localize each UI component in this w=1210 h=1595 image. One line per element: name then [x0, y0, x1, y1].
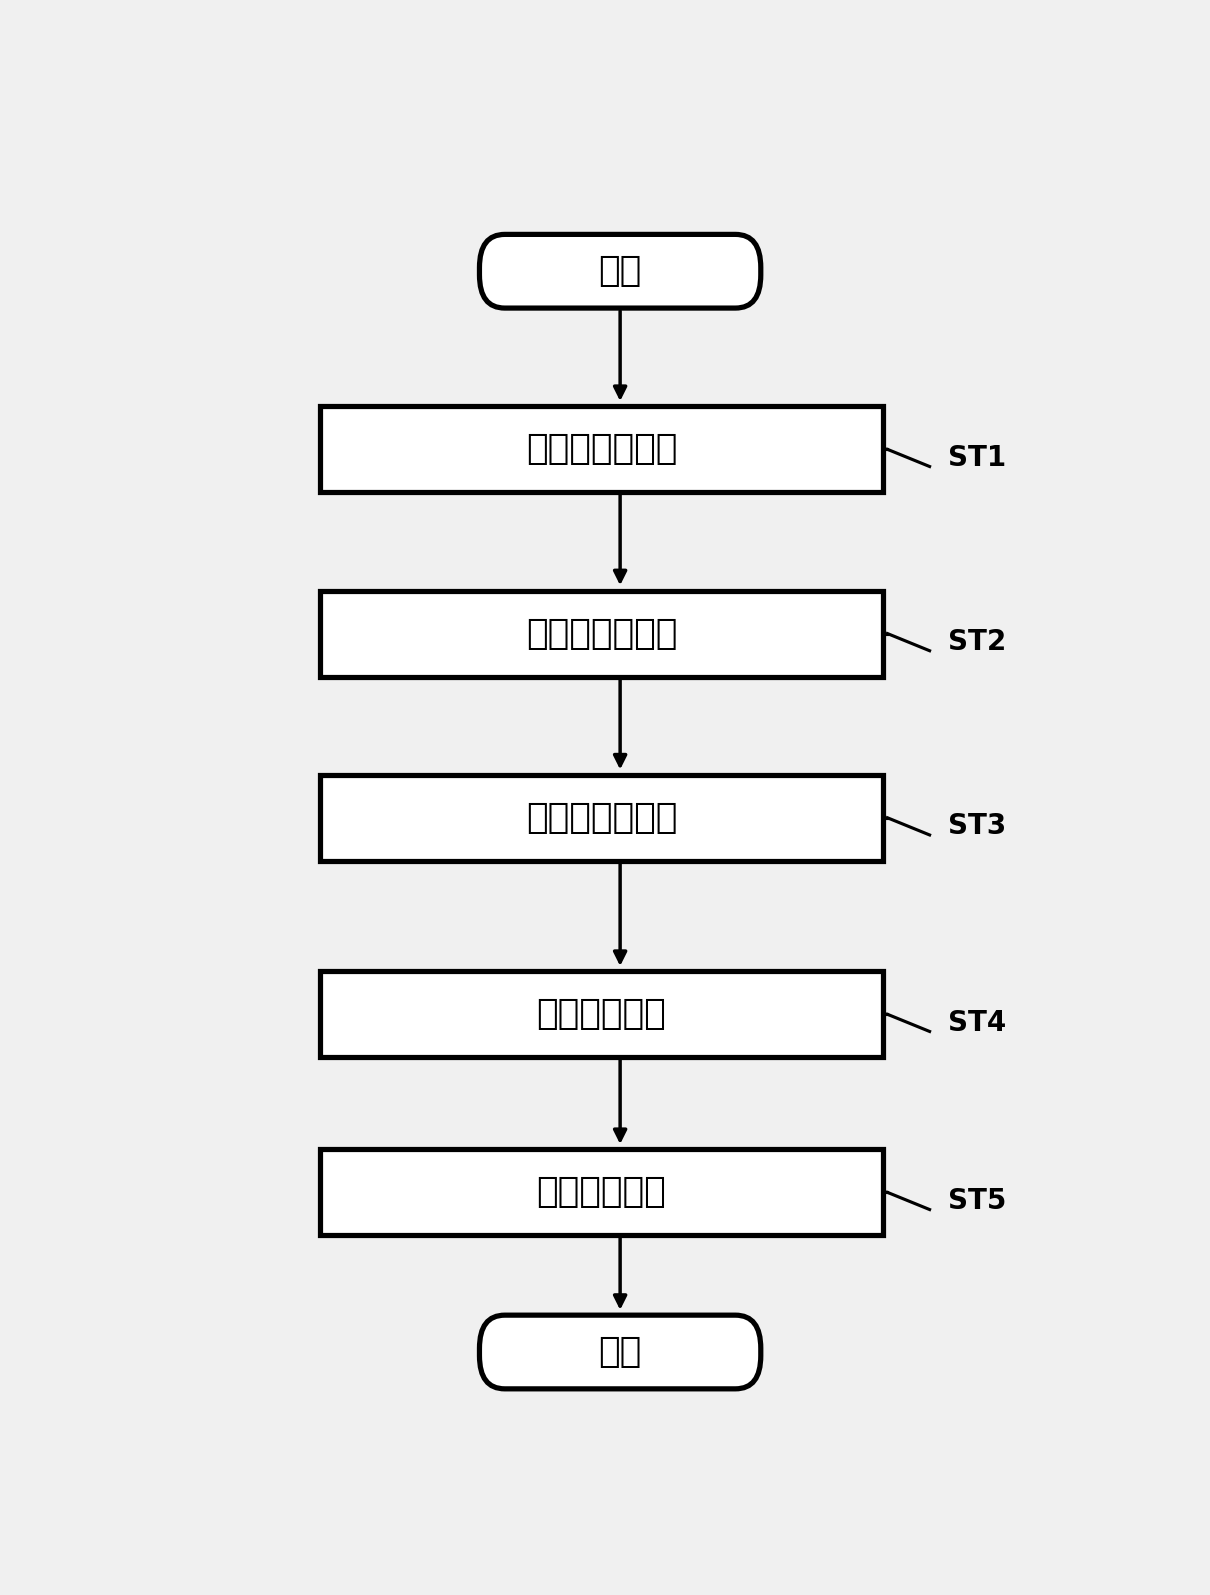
FancyBboxPatch shape — [479, 1316, 761, 1389]
Text: ST3: ST3 — [949, 812, 1007, 841]
FancyBboxPatch shape — [479, 234, 761, 308]
Text: 将图像数据编码: 将图像数据编码 — [525, 432, 678, 466]
Text: 开始: 开始 — [599, 254, 641, 289]
Text: 校正图像数据: 校正图像数据 — [536, 1176, 667, 1209]
Bar — [319, 590, 883, 676]
Bar — [319, 775, 883, 861]
Bar — [319, 407, 883, 493]
Bar — [319, 971, 883, 1057]
Text: ST4: ST4 — [949, 1010, 1007, 1037]
Text: 将图像数据解码: 将图像数据解码 — [525, 801, 678, 834]
Bar — [319, 1150, 883, 1235]
Text: ST5: ST5 — [949, 1187, 1007, 1215]
Text: ST2: ST2 — [949, 628, 1007, 656]
Text: 将编码数据延迟: 将编码数据延迟 — [525, 617, 678, 651]
Text: 产生校正数据: 产生校正数据 — [536, 997, 667, 1032]
Text: ST1: ST1 — [949, 443, 1007, 472]
Text: 结束: 结束 — [599, 1335, 641, 1369]
